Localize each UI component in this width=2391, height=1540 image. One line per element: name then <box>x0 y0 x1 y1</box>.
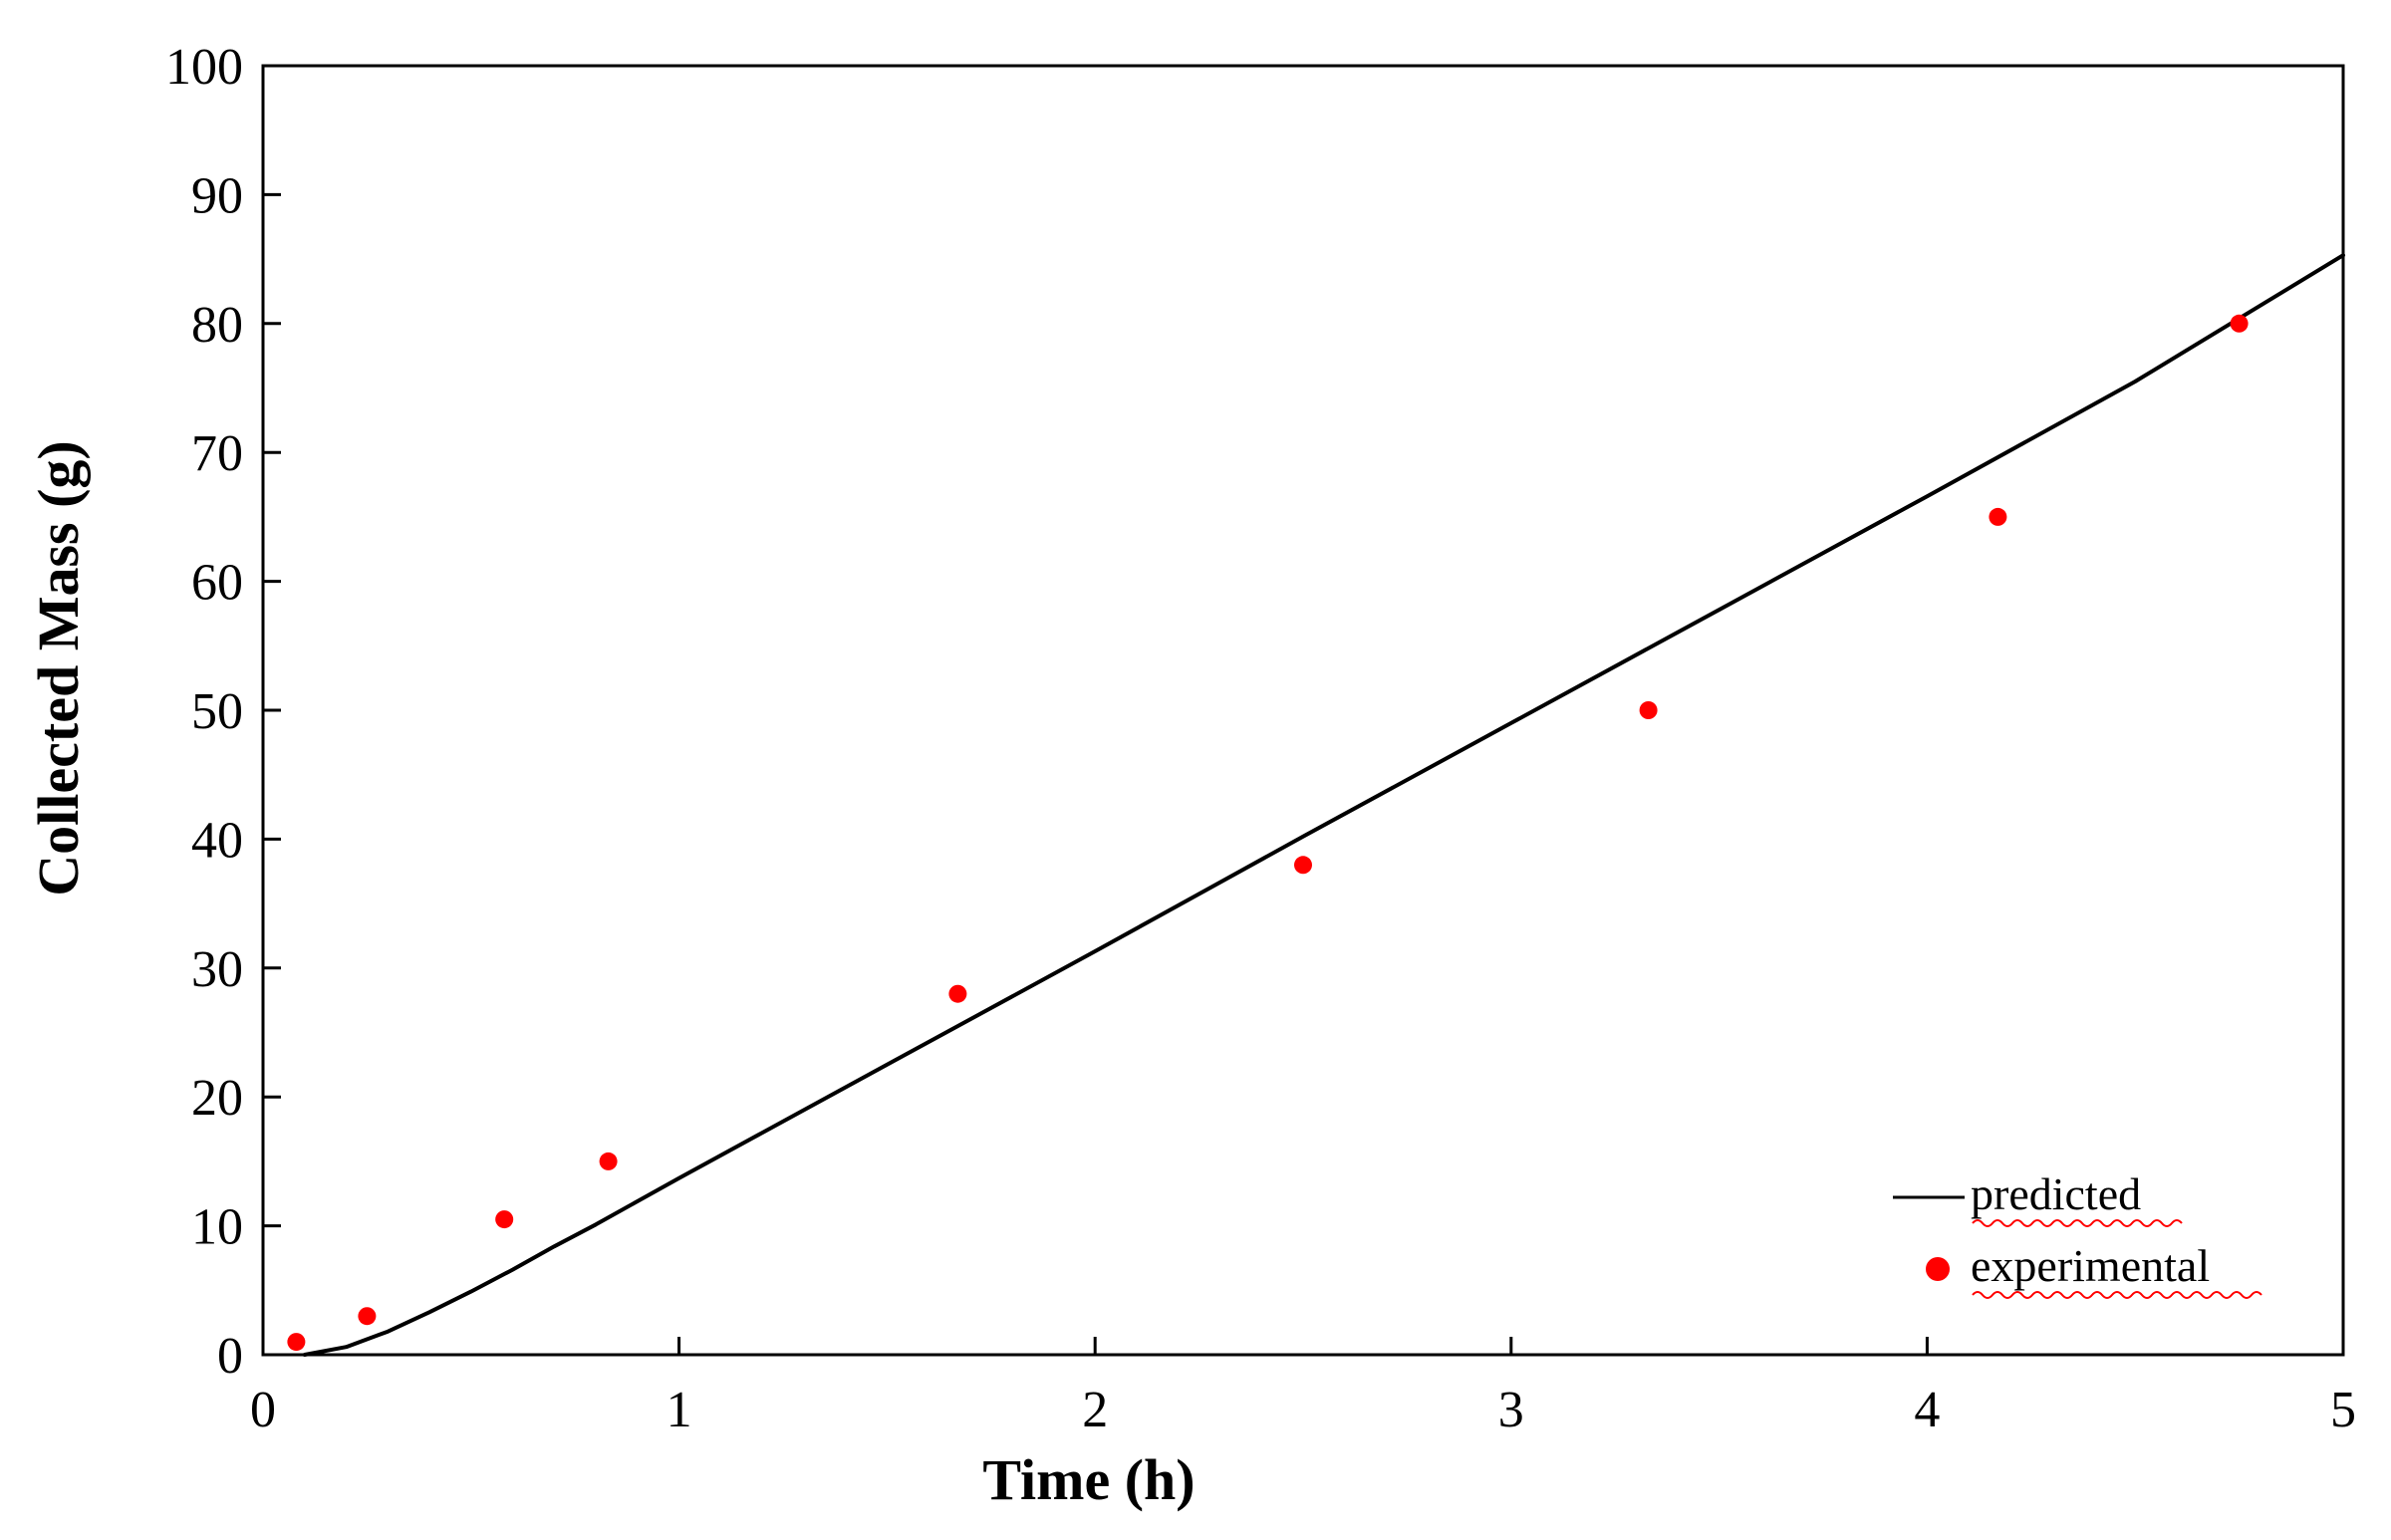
legend: predicted experimental <box>1893 1168 2262 1299</box>
y-tick-label: 90 <box>191 167 243 224</box>
y-tick-label: 80 <box>191 297 243 354</box>
y-tick-label: 40 <box>191 812 243 869</box>
y-tick-label: 10 <box>191 1199 243 1256</box>
legend-experimental-label: experimental <box>1971 1240 2210 1291</box>
series-line-predicted <box>302 253 2345 1357</box>
legend-experimental-marker <box>1926 1257 1950 1281</box>
y-tick-label: 0 <box>217 1328 243 1385</box>
y-tick-label: 20 <box>191 1070 243 1127</box>
y-tick-label: 30 <box>191 941 243 998</box>
x-axis-label: Time (h) <box>982 1447 1195 1512</box>
series-point-experimental <box>495 1210 514 1229</box>
x-tick-label: 2 <box>1082 1382 1108 1438</box>
series-point-experimental <box>948 984 967 1003</box>
legend-experimental-squiggle <box>1972 1291 2262 1299</box>
legend-predicted-squiggle <box>1972 1219 2183 1227</box>
x-tick-label: 4 <box>1914 1382 1940 1438</box>
series-point-experimental <box>1639 701 1658 719</box>
series-point-experimental <box>1989 507 2007 526</box>
x-axis: 0 1 2 3 4 5 <box>250 1337 2356 1438</box>
series-point-experimental <box>1294 856 1312 875</box>
series-point-experimental <box>358 1307 377 1326</box>
legend-predicted-label: predicted <box>1971 1168 2141 1219</box>
y-tick-label: 50 <box>191 683 243 740</box>
x-tick-label: 0 <box>250 1382 276 1438</box>
y-tick-label: 100 <box>165 39 243 96</box>
y-axis: 0 10 20 30 40 50 60 70 80 90 100 <box>165 39 281 1385</box>
series-layer <box>287 253 2345 1357</box>
series-point-experimental <box>599 1152 618 1170</box>
y-tick-label: 70 <box>191 425 243 482</box>
y-tick-label: 60 <box>191 555 243 612</box>
y-axis-label: Collected Mass (g) <box>26 440 91 896</box>
x-tick-label: 3 <box>1498 1382 1524 1438</box>
x-tick-label: 5 <box>2330 1382 2356 1438</box>
series-point-experimental <box>2230 314 2249 333</box>
x-tick-label: 1 <box>666 1382 692 1438</box>
series-point-experimental <box>287 1333 306 1352</box>
